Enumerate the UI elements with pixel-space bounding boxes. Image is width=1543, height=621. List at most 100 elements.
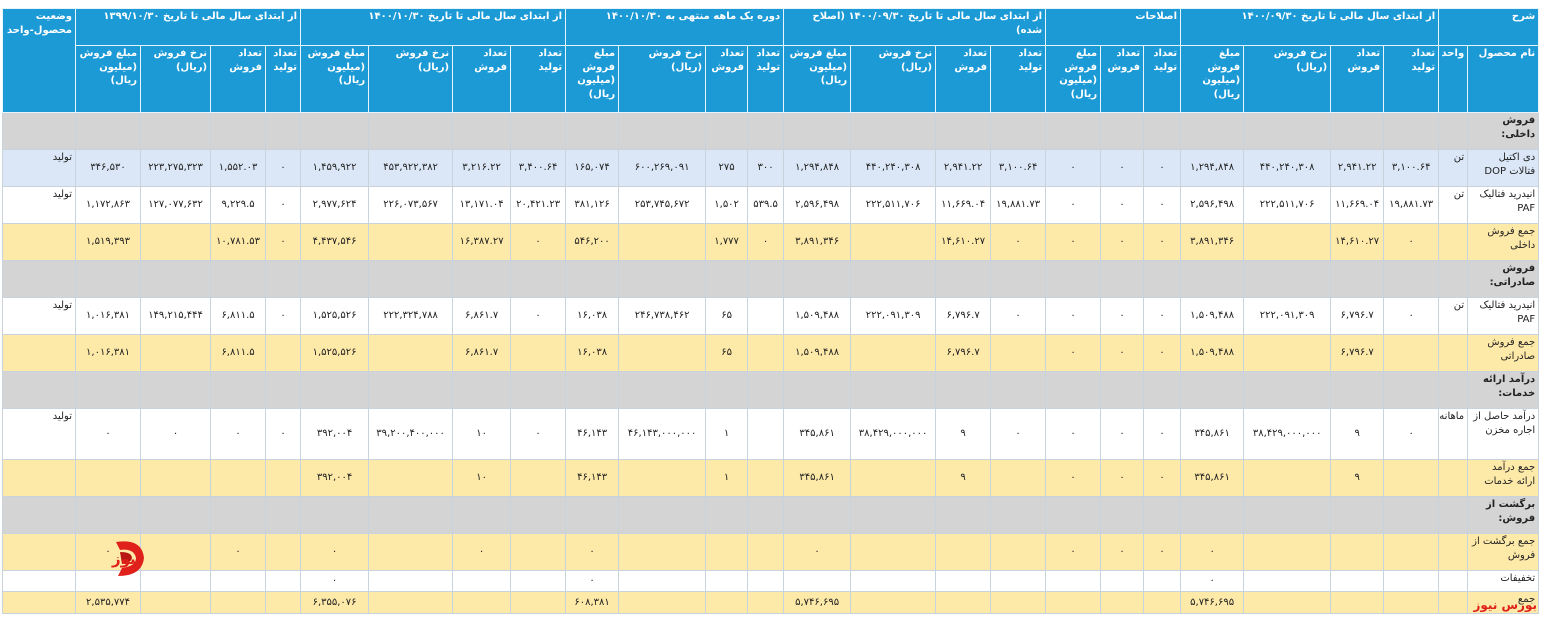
cell: ۹ <box>1330 408 1385 460</box>
row-label: جمع برگشت از فروش <box>1467 533 1540 571</box>
cell <box>1243 496 1332 534</box>
row-label: انیدرید فتالیک PAF <box>1467 186 1540 224</box>
cell <box>783 570 852 592</box>
cell: ۲,۹۴۱.۲۲ <box>1330 149 1385 187</box>
cell: ۰ <box>1045 186 1102 224</box>
cell <box>140 112 212 150</box>
cell <box>1383 496 1440 534</box>
cell <box>74 260 142 298</box>
cell <box>1438 112 1469 150</box>
cell: ۱,۲۹۴,۸۴۸ <box>1180 149 1245 187</box>
section-row: درآمد ارائه خدمات: <box>2 371 1540 409</box>
cell <box>510 496 567 534</box>
cell: ۶۰۸,۳۸۱ <box>565 591 620 614</box>
cell: ۳۹۲,۰۰۴ <box>300 408 370 460</box>
cell <box>140 570 212 592</box>
cell: ۱,۴۵۹,۹۲۲ <box>300 149 370 187</box>
cell <box>705 260 749 298</box>
column-header: تعداد فروش <box>452 45 512 113</box>
cell <box>2 570 76 592</box>
cell <box>265 570 302 592</box>
cell: ۰ <box>1100 408 1145 460</box>
cell: ۶,۷۹۶.۷ <box>935 334 992 372</box>
cell: تن <box>1438 186 1469 224</box>
total-row: جمع فروش صادراتی ۶,۷۹۶.۷ ۱,۵۰۹,۴۸۸ ۰ ۰ ۰ ۶,۷۹۶… <box>2 334 1540 372</box>
cell: ۲,۹۷۷,۶۲۴ <box>300 186 370 224</box>
cell <box>618 570 707 592</box>
cell: ۳۴۵,۸۶۱ <box>783 459 852 497</box>
cell <box>565 496 620 534</box>
cell <box>368 223 454 261</box>
cell <box>1045 570 1102 592</box>
cell: ۹ <box>935 459 992 497</box>
cell <box>510 459 567 497</box>
cell: ۳۴۵,۸۶۱ <box>1180 408 1245 460</box>
cell <box>210 260 267 298</box>
cell <box>1330 496 1385 534</box>
cell <box>565 112 620 150</box>
cell: ۲,۹۴۱.۲۲ <box>935 149 992 187</box>
cell <box>1045 260 1102 298</box>
cell: ۰ <box>510 408 567 460</box>
cell <box>935 496 992 534</box>
cell <box>1100 371 1145 409</box>
cell <box>510 371 567 409</box>
cell <box>2 496 76 534</box>
cell: تن <box>1438 149 1469 187</box>
cell <box>747 591 785 614</box>
cell: ۰ <box>265 186 302 224</box>
cell: ۲۲۶,۰۷۳,۵۶۷ <box>368 186 454 224</box>
cell <box>1438 260 1469 298</box>
cell: ۶,۸۶۱.۷ <box>452 334 512 372</box>
cell <box>452 371 512 409</box>
column-header: نرخ فروش (ریال) <box>368 45 454 113</box>
cell <box>452 112 512 150</box>
cell <box>618 533 707 571</box>
cell <box>1100 260 1145 298</box>
cell: ۶,۸۱۱.۵ <box>210 297 267 335</box>
cell: ۰ <box>140 408 212 460</box>
cell: ۰ <box>783 533 852 571</box>
cell: ۰ <box>1100 334 1145 372</box>
cell: ۲۴۶,۷۳۸,۴۶۲ <box>618 297 707 335</box>
cell: ۳۰۰ <box>747 149 785 187</box>
cell <box>2 223 76 261</box>
cell: ۰ <box>1100 533 1145 571</box>
cell: ۰ <box>265 408 302 460</box>
cell: ۱۶۵,۰۷۴ <box>565 149 620 187</box>
cell: ۱۳,۱۷۱.۰۴ <box>452 186 512 224</box>
cell <box>1438 496 1469 534</box>
cell: ۲۲۲,۰۹۱,۳۰۹ <box>1243 297 1332 335</box>
cell: ۰ <box>265 223 302 261</box>
cell: ۴۶,۱۴۳,۰۰۰,۰۰۰ <box>618 408 707 460</box>
cell: ۰ <box>1045 533 1102 571</box>
cell <box>368 496 454 534</box>
cell <box>1330 371 1385 409</box>
group-header: دوره یک ماهه منتهی به ۱۴۰۰/۱۰/۳۰ <box>565 8 785 46</box>
cell: ۰ <box>1143 223 1182 261</box>
cell: ۴۵۳,۹۲۲,۳۸۲ <box>368 149 454 187</box>
cell: ۰ <box>1143 408 1182 460</box>
cell <box>1143 570 1182 592</box>
cell: ۱,۵۰۹,۴۸۸ <box>1180 334 1245 372</box>
cell <box>1243 334 1332 372</box>
cell: ۳,۱۰۰.۶۴ <box>990 149 1047 187</box>
cell: ۳,۴۰۰.۶۴ <box>510 149 567 187</box>
cell: ۱,۵۱۹,۳۹۳ <box>74 223 142 261</box>
row-label: تخفیفات <box>1467 570 1540 592</box>
cell: ۳۹,۲۰۰,۴۰۰,۰۰۰ <box>368 408 454 460</box>
cell <box>2 371 76 409</box>
column-header: نام محصول <box>1467 45 1540 113</box>
cell <box>74 496 142 534</box>
cell <box>935 533 992 571</box>
cell <box>1330 112 1385 150</box>
cell: ۱,۵۲۵,۵۲۶ <box>300 334 370 372</box>
cell <box>850 459 937 497</box>
cell: ۰ <box>1100 149 1145 187</box>
cell <box>140 496 212 534</box>
cell <box>565 371 620 409</box>
cell: ۳۸,۴۲۹,۰۰۰,۰۰۰ <box>1243 408 1332 460</box>
cell <box>1143 496 1182 534</box>
cell <box>618 496 707 534</box>
cell <box>74 112 142 150</box>
